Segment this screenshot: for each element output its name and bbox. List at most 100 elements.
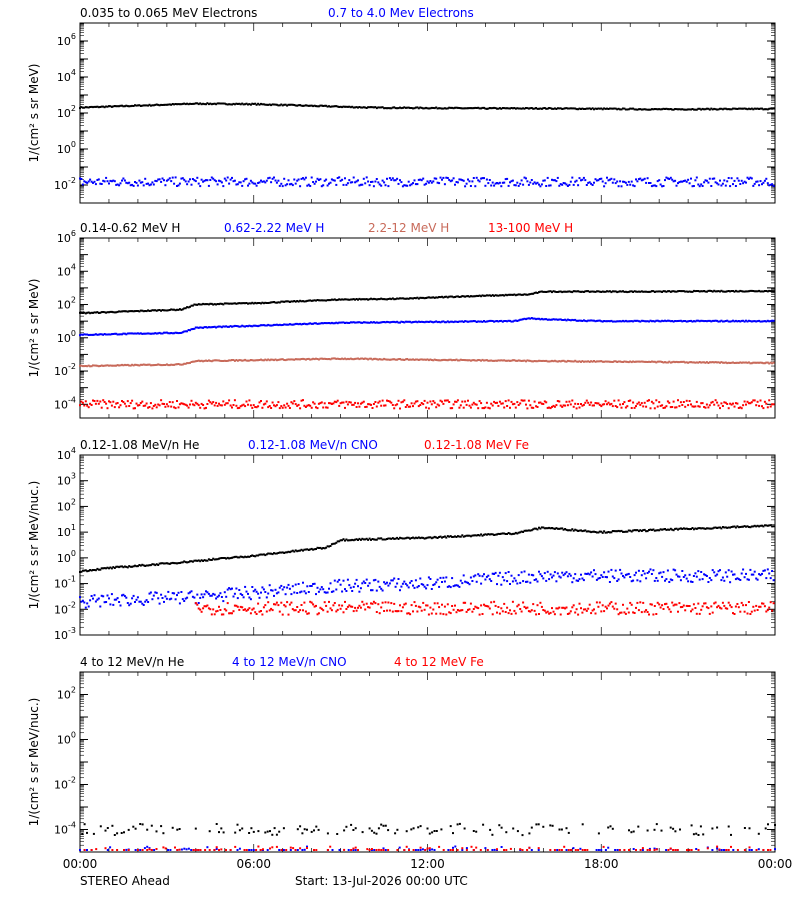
data-point bbox=[600, 177, 603, 180]
data-point bbox=[118, 601, 121, 603]
data-point bbox=[587, 572, 590, 575]
data-point bbox=[509, 319, 511, 322]
data-point bbox=[626, 530, 629, 533]
data-point bbox=[688, 320, 691, 322]
data-point bbox=[510, 180, 513, 183]
data-point bbox=[597, 319, 600, 322]
data-point bbox=[464, 601, 467, 604]
data-point bbox=[109, 310, 112, 313]
data-point bbox=[251, 181, 254, 184]
data-point bbox=[601, 531, 604, 534]
data-point bbox=[769, 405, 772, 408]
data-point bbox=[451, 320, 454, 323]
data-point bbox=[245, 400, 248, 403]
data-point bbox=[323, 591, 326, 594]
data-point bbox=[575, 529, 578, 532]
data-point bbox=[720, 319, 723, 322]
data-point bbox=[520, 530, 523, 533]
data-point bbox=[432, 180, 435, 183]
data-point bbox=[565, 290, 568, 293]
data-point bbox=[662, 407, 665, 409]
data-point bbox=[475, 176, 478, 179]
data-point bbox=[218, 303, 220, 306]
data-point bbox=[393, 358, 396, 361]
data-point bbox=[286, 104, 289, 107]
data-point bbox=[193, 179, 196, 182]
data-point bbox=[734, 319, 737, 322]
data-point bbox=[125, 310, 128, 313]
data-point bbox=[626, 291, 629, 294]
data-point bbox=[535, 405, 538, 408]
data-point bbox=[206, 303, 209, 306]
data-point bbox=[593, 569, 595, 572]
data-point bbox=[364, 357, 367, 360]
data-point bbox=[548, 406, 551, 409]
data-point bbox=[611, 290, 614, 293]
data-point bbox=[736, 603, 739, 605]
data-point bbox=[190, 328, 193, 331]
data-point bbox=[640, 179, 643, 182]
data-point bbox=[435, 106, 438, 109]
data-point bbox=[637, 290, 640, 293]
data-point bbox=[538, 291, 540, 294]
data-point bbox=[643, 290, 646, 293]
data-point bbox=[574, 180, 577, 183]
data-point bbox=[656, 108, 659, 111]
data-point bbox=[716, 319, 719, 322]
data-point bbox=[222, 360, 225, 362]
data-point bbox=[656, 529, 659, 532]
data-point bbox=[529, 610, 532, 613]
data-point bbox=[220, 102, 223, 105]
data-point bbox=[274, 552, 277, 555]
data-point bbox=[488, 319, 491, 322]
data-point bbox=[768, 320, 771, 323]
data-point bbox=[178, 308, 181, 311]
data-point bbox=[516, 107, 519, 110]
data-point bbox=[501, 576, 504, 579]
data-point bbox=[509, 181, 511, 184]
y-tick-label: 10-2 bbox=[54, 600, 76, 616]
data-point bbox=[551, 107, 553, 110]
data-point bbox=[129, 602, 132, 605]
data-point bbox=[322, 357, 325, 360]
data-point bbox=[354, 538, 357, 541]
data-point bbox=[574, 359, 577, 362]
data-point bbox=[498, 533, 501, 535]
data-point bbox=[753, 570, 756, 573]
data-point bbox=[485, 575, 488, 578]
data-point bbox=[220, 404, 223, 407]
data-point bbox=[371, 321, 374, 324]
data-point bbox=[193, 596, 196, 599]
data-point bbox=[383, 538, 386, 541]
data-point bbox=[619, 180, 622, 183]
data-point bbox=[83, 180, 86, 183]
data-point bbox=[701, 290, 704, 293]
data-point bbox=[119, 364, 122, 367]
data-point bbox=[468, 295, 471, 298]
data-point bbox=[265, 359, 268, 362]
data-point bbox=[652, 613, 655, 616]
data-point bbox=[319, 178, 322, 181]
data-point bbox=[677, 182, 679, 185]
data-point bbox=[202, 596, 205, 599]
data-point bbox=[580, 607, 582, 610]
data-point bbox=[711, 527, 714, 530]
data-point bbox=[391, 404, 394, 406]
data-point bbox=[142, 184, 145, 187]
data-point bbox=[552, 360, 555, 363]
data-point bbox=[527, 399, 530, 402]
data-point bbox=[539, 359, 542, 362]
data-point bbox=[401, 358, 404, 361]
data-point bbox=[265, 610, 268, 613]
data-point bbox=[695, 108, 698, 111]
data-point bbox=[354, 606, 357, 609]
data-point bbox=[200, 326, 203, 329]
data-point bbox=[750, 610, 753, 613]
data-point bbox=[125, 181, 128, 184]
data-point bbox=[368, 537, 371, 540]
data-point bbox=[648, 182, 650, 184]
data-point bbox=[582, 579, 585, 582]
data-point bbox=[441, 107, 443, 110]
data-point bbox=[244, 178, 247, 181]
data-point bbox=[335, 183, 338, 186]
